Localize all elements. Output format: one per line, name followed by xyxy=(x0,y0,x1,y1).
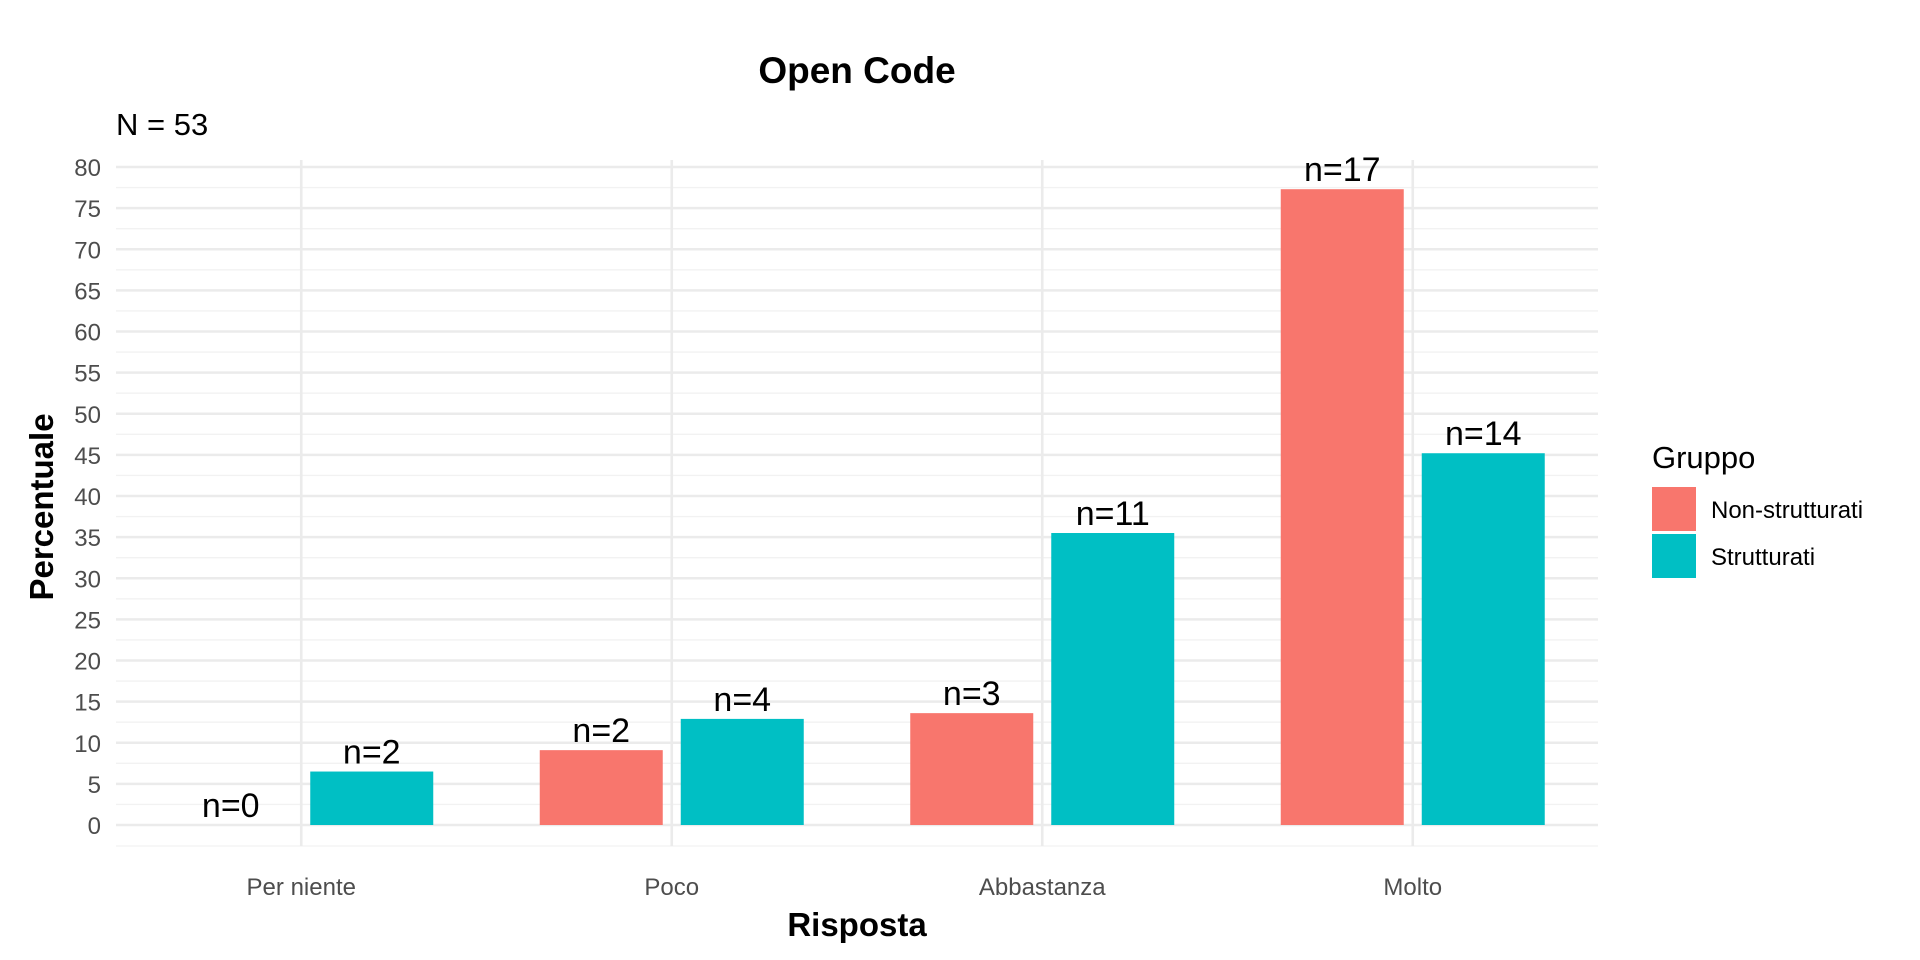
data-labels: n=0 n=2 n=3 n=17 n=2 n=4 n=11 n=14 xyxy=(202,151,1522,825)
bar xyxy=(310,771,434,825)
bar-data-label: n=2 xyxy=(343,734,401,772)
legend: Gruppo Non-strutturati Strutturati xyxy=(1652,440,1863,578)
y-tick-label: 30 xyxy=(74,566,101,593)
y-tick-label: 60 xyxy=(74,320,101,347)
y-tick-label: 70 xyxy=(74,237,101,264)
legend-swatch xyxy=(1652,487,1696,531)
legend-label: Strutturati xyxy=(1711,544,1815,571)
y-tick-label: 0 xyxy=(88,813,101,840)
x-tick-label: Molto xyxy=(1383,874,1442,901)
bars xyxy=(310,189,1545,825)
y-tick-label: 40 xyxy=(74,484,101,511)
bar xyxy=(1280,189,1404,825)
bar xyxy=(910,713,1034,825)
y-tick-label: 15 xyxy=(74,690,101,717)
y-tick-label: 45 xyxy=(74,443,101,470)
y-axis-ticks: 0 5 10 15 20 25 30 35 40 45 50 55 60 65 70 75 80 xyxy=(74,155,101,840)
bar-data-label: n=14 xyxy=(1445,415,1522,453)
legend-swatch xyxy=(1652,534,1696,578)
y-tick-label: 55 xyxy=(74,361,101,388)
y-tick-label: 20 xyxy=(74,649,101,676)
x-tick-label: Poco xyxy=(644,874,699,901)
y-tick-label: 25 xyxy=(74,607,101,634)
bar-data-label: n=4 xyxy=(713,681,771,719)
chart-subtitle: N = 53 xyxy=(116,107,208,142)
y-tick-label: 5 xyxy=(88,772,101,799)
y-tick-label: 10 xyxy=(74,731,101,758)
bar xyxy=(539,750,663,825)
y-tick-label: 75 xyxy=(74,196,101,223)
y-axis-title: Percentuale xyxy=(23,413,60,600)
bar-data-label: n=2 xyxy=(572,712,630,750)
legend-title: Gruppo xyxy=(1652,440,1755,475)
bar-data-label: n=11 xyxy=(1076,495,1150,533)
bar xyxy=(1051,533,1175,825)
y-tick-label: 35 xyxy=(74,525,101,552)
x-axis-ticks: Per niente Poco Abbastanza Molto xyxy=(247,874,1443,901)
chart-title: Open Code xyxy=(758,50,955,91)
bar-data-label: n=0 xyxy=(202,787,260,825)
x-axis-title: Risposta xyxy=(787,906,927,943)
bar-data-label: n=17 xyxy=(1304,151,1381,189)
bar xyxy=(680,718,804,825)
y-tick-label: 65 xyxy=(74,278,101,305)
y-tick-label: 50 xyxy=(74,402,101,429)
y-tick-label: 80 xyxy=(74,155,101,182)
x-tick-label: Abbastanza xyxy=(979,874,1106,901)
bar-data-label: n=3 xyxy=(943,675,1001,713)
legend-label: Non-strutturati xyxy=(1711,497,1863,524)
bar xyxy=(1421,453,1545,825)
x-tick-label: Per niente xyxy=(247,874,356,901)
